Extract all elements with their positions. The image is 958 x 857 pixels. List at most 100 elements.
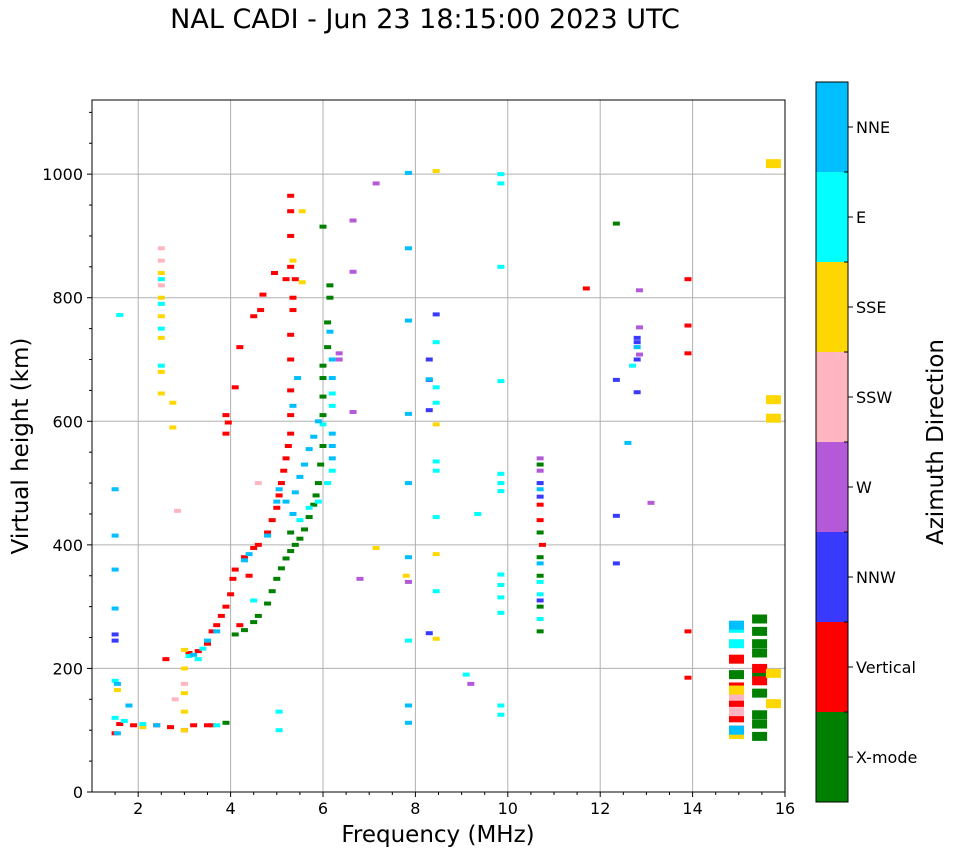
echo-point [432, 385, 440, 390]
colorbar-swatch [816, 532, 848, 622]
echo-point [372, 545, 380, 550]
echo-point [298, 209, 306, 214]
echo-point [635, 288, 643, 293]
echo-point [629, 363, 637, 368]
colorbar-swatch [816, 442, 848, 532]
echo-point [294, 376, 302, 381]
echo-point [275, 709, 283, 714]
echo-point [157, 391, 165, 396]
echo-point [404, 170, 412, 175]
echo-point [264, 533, 272, 538]
echo-point [157, 335, 165, 340]
series-vertical [111, 193, 768, 736]
echo-point [169, 425, 177, 430]
echo-point [404, 638, 412, 643]
echo-point [319, 394, 327, 399]
echo-point [765, 159, 781, 169]
echo-point [268, 518, 276, 523]
echo-point [647, 500, 655, 505]
echo-point [180, 681, 188, 686]
echo-point [728, 639, 744, 649]
echo-point [208, 629, 216, 634]
echo-point [497, 572, 505, 577]
colorbar-swatch [816, 262, 848, 352]
echo-point [328, 376, 336, 381]
echo-point [180, 709, 188, 714]
echo-point [245, 573, 253, 578]
echo-point [287, 413, 295, 418]
series-ssw [157, 246, 744, 717]
echo-point [111, 533, 119, 538]
echo-point [612, 221, 620, 226]
echo-point [752, 688, 768, 698]
colorbar-tick-label: E [856, 208, 866, 227]
echo-point [728, 691, 744, 701]
echo-point [624, 440, 632, 445]
colorbar-tick-label: NNW [856, 568, 896, 587]
echo-point [467, 681, 475, 686]
echo-point [425, 408, 433, 413]
echo-point [536, 530, 544, 535]
echo-point [190, 723, 198, 728]
echo-point [432, 340, 440, 345]
echo-point [275, 728, 283, 733]
echo-point [213, 629, 221, 634]
echo-point [291, 490, 299, 495]
echo-point [328, 468, 336, 473]
echo-point [153, 723, 161, 728]
x-tick-label: 14 [682, 799, 702, 818]
echo-point [157, 246, 165, 251]
x-tick-label: 16 [775, 799, 795, 818]
echo-point [752, 710, 768, 720]
colorbar-tick-label: Vertical [856, 658, 916, 677]
y-axis-label: Virtual height (km) [8, 338, 34, 555]
echo-point [319, 422, 327, 427]
echo-point [765, 395, 781, 405]
echo-point [324, 481, 332, 486]
echo-point [298, 280, 306, 285]
series-w [335, 181, 655, 686]
colorbar-tick-label: W [856, 478, 872, 497]
x-tick-label: 10 [498, 799, 518, 818]
echo-point [240, 558, 248, 563]
echo-point [536, 579, 544, 584]
colorbar-tick-label: X-mode [856, 748, 917, 767]
echo-point [173, 508, 181, 513]
echo-point [194, 657, 202, 662]
echo-point [254, 542, 262, 547]
x-tick-label: 6 [318, 799, 328, 818]
echo-point [328, 444, 336, 448]
echo-point [319, 376, 327, 381]
echo-point [326, 295, 334, 300]
colorbar-swatch [816, 82, 848, 172]
echo-point [287, 431, 295, 436]
echo-point [728, 713, 744, 723]
echo-point [240, 555, 248, 560]
colorbar: X-mode Vertical NNW W SSW SSE E NNE [815, 81, 917, 803]
echo-point [111, 487, 119, 492]
echo-point [684, 629, 692, 634]
echo-point [305, 447, 313, 452]
echo-point [111, 638, 119, 643]
echo-point [536, 555, 544, 560]
echo-point [728, 670, 744, 680]
echo-point [536, 573, 544, 578]
x-axis-label: Frequency (MHz) [341, 822, 534, 848]
colorbar-label: Azimuth Direction [923, 339, 949, 545]
echo-point [432, 515, 440, 520]
echo-point [635, 325, 643, 330]
echo-point [728, 685, 744, 695]
echo-point [116, 722, 124, 727]
echo-point [162, 657, 170, 662]
echo-point [326, 283, 334, 288]
echo-point [296, 536, 304, 541]
echo-point [301, 462, 309, 467]
echo-point [319, 413, 327, 418]
colorbar-tick-label: SSW [856, 388, 892, 407]
echo-point [224, 420, 232, 425]
echo-point [536, 598, 544, 603]
echo-point [684, 323, 692, 328]
echo-point [264, 530, 272, 535]
colorbar-tick-label: NNE [856, 118, 890, 137]
